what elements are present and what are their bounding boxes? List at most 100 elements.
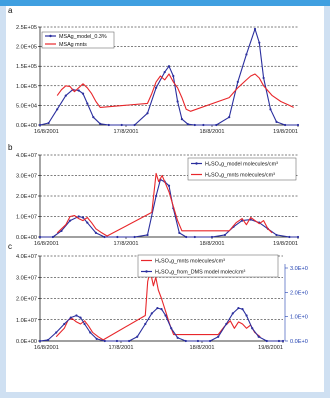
data-point	[167, 65, 171, 68]
y-tick-label: 0.0E+00	[16, 123, 37, 129]
data-point	[185, 235, 188, 239]
data-point	[89, 331, 92, 334]
data-point	[144, 322, 147, 326]
panel-a: a 0.0E+00 5.0E+04 1.0E+05 1.5E+05 2.0E+05 2.5E…	[8, 6, 300, 135]
y-tick-label: 2.0E+05	[16, 45, 37, 51]
data-point	[231, 312, 234, 315]
x-tick-label: 17/8/2001	[109, 345, 134, 351]
legend: MSAg_model_0.3% MSAg mnts	[41, 31, 115, 49]
legend: H₂SO₄g_model molecules/cm³ H₂SO₄g_mnts mo…	[187, 157, 297, 181]
data-point	[237, 306, 240, 310]
data-point	[38, 123, 42, 127]
y2-tick-label: 1.0E+0	[290, 315, 308, 321]
data-point	[103, 339, 106, 343]
panel-c: c 0.0E+00 1.0E+07 2.0E+07 3.0E+07 4.0E+07 16/8…	[8, 242, 308, 351]
data-point	[55, 331, 58, 334]
legend-box	[187, 157, 297, 181]
x-tick-label: 16/8/2001	[34, 129, 59, 135]
data-point	[202, 123, 205, 127]
x-tick-label: 18/8/2001	[200, 241, 225, 247]
data-point	[172, 74, 175, 78]
data-point	[47, 121, 50, 125]
x-tick-label: 19/8/2001	[273, 241, 298, 247]
data-point	[241, 308, 244, 311]
y-tick-label: 1.0E+07	[16, 318, 37, 324]
data-point	[156, 306, 159, 310]
data-point	[236, 80, 239, 83]
legend-marker	[145, 270, 148, 273]
x-tick-label: 17/8/2001	[114, 241, 139, 247]
data-point	[257, 335, 260, 338]
data-point	[103, 235, 106, 239]
legend-label: MSAg_model_0.3%	[59, 34, 107, 40]
y-tick-label: 4.0E+07	[16, 254, 37, 260]
data-point	[223, 233, 226, 237]
legend-label: H₂SO₄g_from_DMS model molec/cm³	[155, 270, 245, 276]
x-tick-label: 19/8/2001	[273, 129, 298, 135]
data-point	[163, 70, 166, 74]
data-point	[120, 123, 123, 127]
data-point	[288, 235, 291, 239]
data-point	[176, 336, 179, 339]
data-point	[178, 231, 181, 234]
series-line-0	[40, 179, 298, 238]
data-point	[253, 27, 257, 31]
data-point	[167, 184, 171, 187]
data-point	[38, 339, 42, 343]
data-point	[245, 53, 248, 56]
data-point	[265, 339, 268, 343]
data-point	[245, 314, 248, 317]
data-point	[86, 102, 89, 105]
data-point	[170, 327, 173, 330]
data-point	[99, 122, 102, 125]
data-point	[155, 86, 158, 89]
series-line-0	[39, 28, 298, 126]
data-point	[146, 233, 149, 237]
data-point	[210, 235, 214, 239]
data-point	[277, 339, 281, 343]
data-point	[95, 337, 98, 340]
data-point	[60, 229, 63, 232]
y2-tick-label: 0.0E+0	[290, 339, 308, 345]
legend-marker	[49, 34, 52, 38]
x-tick-label: 16/8/2001	[34, 345, 59, 351]
data-point	[81, 92, 85, 95]
data-point	[51, 235, 55, 239]
series-line-0	[55, 270, 261, 341]
data-point	[47, 338, 50, 342]
panel-letter-c: c	[8, 242, 12, 251]
data-point	[228, 116, 231, 119]
y-tick-label: 1.0E+07	[16, 215, 37, 221]
y-tick-label: 0.0E+00	[16, 339, 37, 345]
data-point	[75, 314, 78, 317]
y-tick-label: 4.0E+07	[16, 153, 37, 159]
y-tick-label: 0.0E+00	[16, 235, 37, 241]
y-tick-label: 3.0E+07	[16, 275, 37, 281]
top-accent-bar	[0, 0, 330, 6]
series-line-1	[56, 73, 294, 112]
data-point	[116, 235, 119, 239]
data-point	[284, 123, 287, 127]
y-tick-label: 2.0E+07	[16, 194, 37, 200]
x-tick-label: 18/8/2001	[190, 345, 215, 351]
data-point	[196, 339, 200, 343]
data-point	[79, 316, 82, 319]
legend-marker	[195, 162, 198, 165]
data-point	[160, 308, 163, 311]
data-point	[146, 112, 149, 115]
panel-b: b 0.0E+00 1.0E+07 2.0E+07 3.0E+07 4.0E+07 16/8…	[8, 143, 300, 247]
x-tick-label: 17/8/2001	[114, 129, 139, 135]
data-point	[69, 219, 72, 222]
y-tick-label: 5.0E+04	[16, 103, 37, 109]
data-point	[86, 221, 89, 224]
data-point	[77, 89, 80, 92]
data-point	[281, 339, 285, 343]
series-line-1	[56, 172, 273, 237]
data-point	[215, 123, 218, 127]
data-point	[180, 118, 183, 121]
legend-label: H₂SO₄g_model molecules/cm³	[205, 162, 278, 168]
data-point	[92, 116, 95, 119]
y-tick-label: 1.5E+05	[16, 64, 37, 70]
data-point	[275, 120, 278, 123]
